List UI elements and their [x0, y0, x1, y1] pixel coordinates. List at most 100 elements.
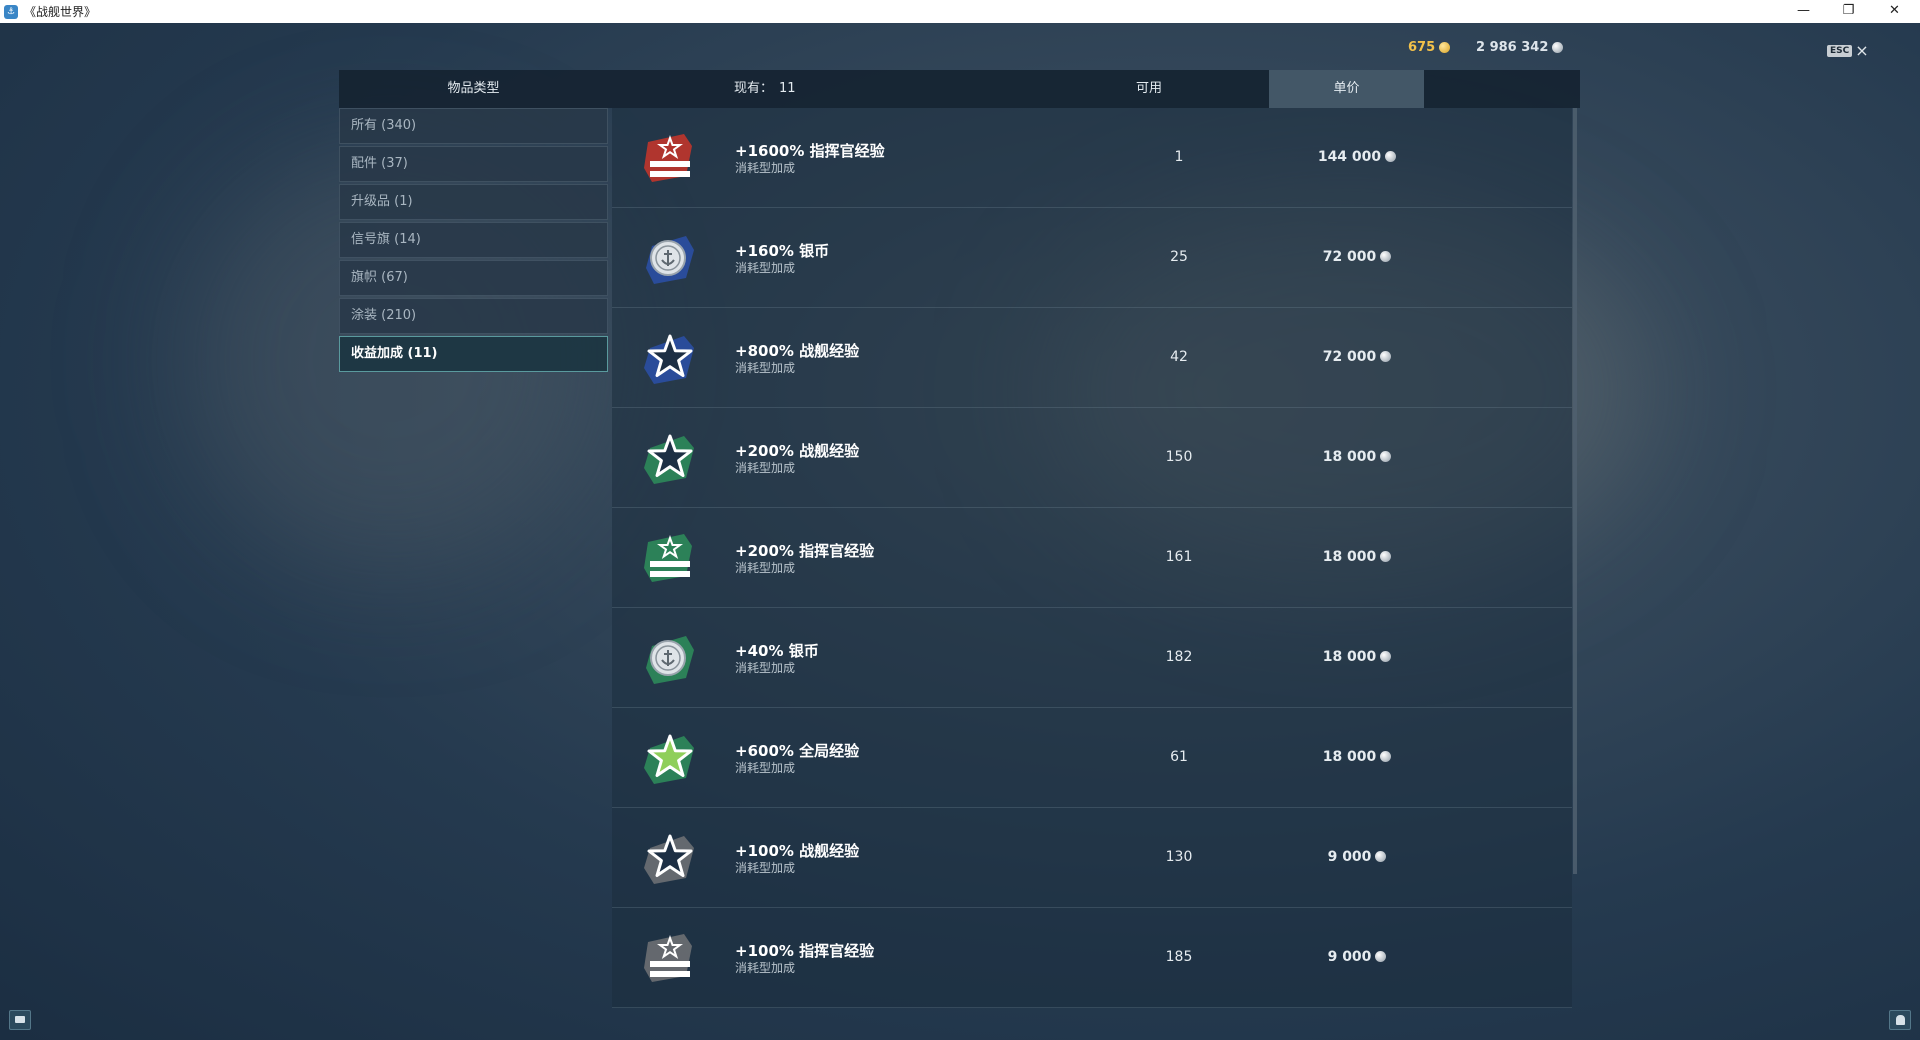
item-row[interactable]: +1600% 指挥官经验 消耗型加成 1 144 000 — [612, 108, 1572, 208]
available-column-header[interactable]: 可用 — [1135, 81, 1162, 96]
item-name: +100% 指挥官经验 — [735, 942, 875, 960]
item-type: 消耗型加成 — [735, 761, 796, 775]
item-price-value: 72 000 — [1322, 349, 1377, 365]
category-item-camouflage[interactable]: 涂装 (210) — [339, 298, 608, 334]
silver-coin-icon — [1380, 251, 1392, 262]
wows-shield-icon: ⚓ — [4, 4, 18, 19]
item-list: +1600% 指挥官经验 消耗型加成 1 144 000 +160% 银币 消耗… — [612, 108, 1572, 1008]
item-price: 9 000 — [1297, 949, 1417, 965]
silver-coin-icon — [646, 636, 694, 684]
owned-label: 现有： — [734, 81, 774, 96]
item-price-value: 144 000 — [1317, 149, 1382, 165]
category-item-flags[interactable]: 旗帜 (67) — [339, 260, 608, 296]
item-name: +200% 战舰经验 — [735, 442, 860, 460]
silver-coin-icon — [1552, 41, 1564, 53]
item-price-value: 18 000 — [1322, 649, 1377, 665]
notification-bell-button[interactable] — [1889, 1010, 1911, 1030]
item-name: +1600% 指挥官经验 — [735, 142, 885, 160]
item-price-value: 9 000 — [1327, 849, 1372, 865]
item-price-value: 18 000 — [1322, 749, 1377, 765]
silver-amount: 2 986 342 — [1476, 39, 1549, 55]
item-row[interactable]: +160% 银币 消耗型加成 25 72 000 — [612, 208, 1572, 308]
silver-coin-icon — [1380, 551, 1392, 562]
silver-coin-icon — [1385, 151, 1397, 162]
item-type: 消耗型加成 — [735, 461, 796, 475]
commander-xp-icon — [644, 934, 692, 982]
window-title: 《战舰世界》 — [24, 5, 97, 19]
item-price: 18 000 — [1297, 749, 1417, 765]
item-type: 消耗型加成 — [735, 161, 796, 175]
esc-close-button[interactable]: ESC × — [1827, 41, 1869, 60]
doubloon-icon — [1439, 41, 1451, 53]
item-name: +600% 全局经验 — [735, 742, 860, 760]
item-price: 9 000 — [1297, 849, 1417, 865]
item-price: 18 000 — [1297, 549, 1417, 565]
item-price-value: 18 000 — [1322, 449, 1377, 465]
price-column-header[interactable]: 单价 — [1269, 70, 1424, 108]
table-header: 物品类型 现有： 11 可用 单价 — [339, 70, 1580, 108]
item-name: +40% 银币 — [735, 642, 819, 660]
item-row[interactable]: +40% 银币 消耗型加成 182 18 000 — [612, 608, 1572, 708]
item-row[interactable]: +200% 战舰经验 消耗型加成 150 18 000 — [612, 408, 1572, 508]
item-price-value: 9 000 — [1327, 949, 1372, 965]
category-sidebar: 所有 (340) 配件 (37) 升级品 (1) 信号旗 (14) 旗帜 (67… — [339, 108, 608, 374]
commander-xp-icon — [644, 134, 692, 182]
item-price: 18 000 — [1297, 449, 1417, 465]
close-icon: × — [1855, 41, 1869, 60]
item-available: 25 — [1170, 249, 1188, 265]
esc-key-label: ESC — [1827, 45, 1853, 57]
item-available: 161 — [1165, 549, 1193, 565]
owned-count: 11 — [779, 81, 796, 96]
scrollbar-track[interactable] — [1573, 108, 1577, 874]
ship-xp-star-icon — [644, 434, 694, 484]
item-available: 185 — [1165, 949, 1193, 965]
ship-xp-star-icon — [644, 834, 694, 884]
item-price-value: 72 000 — [1322, 249, 1377, 265]
category-item-modules[interactable]: 配件 (37) — [339, 146, 608, 182]
category-item-economic-bonuses[interactable]: 收益加成 (11) — [339, 336, 608, 372]
item-type: 消耗型加成 — [735, 561, 796, 575]
item-price: 72 000 — [1297, 249, 1417, 265]
category-column-header: 物品类型 — [447, 81, 500, 96]
silver-balance: 2 986 342 — [1476, 39, 1564, 55]
item-name: +200% 指挥官经验 — [735, 542, 875, 560]
window-titlebar: ⚓ 《战舰世界》 — ❐ ✕ — [0, 0, 1920, 23]
item-row[interactable]: +100% 指挥官经验 消耗型加成 185 9 000 — [612, 908, 1572, 1008]
ship-xp-star-icon — [644, 334, 694, 384]
gold-amount: 675 — [1408, 39, 1436, 55]
commander-xp-icon — [644, 534, 692, 582]
item-price: 72 000 — [1297, 349, 1417, 365]
item-type: 消耗型加成 — [735, 261, 796, 275]
restore-button[interactable]: ❐ — [1842, 3, 1855, 18]
item-available: 42 — [1170, 349, 1188, 365]
item-row[interactable]: +600% 全局经验 消耗型加成 61 18 000 — [612, 708, 1572, 808]
item-name: +160% 银币 — [735, 242, 830, 260]
item-type: 消耗型加成 — [735, 861, 796, 875]
owned-count-header: 现有： 11 — [734, 70, 796, 108]
item-row[interactable]: +800% 战舰经验 消耗型加成 42 72 000 — [612, 308, 1572, 408]
scrollbar-thumb[interactable] — [1573, 108, 1577, 874]
silver-coin-icon — [1375, 851, 1387, 862]
silver-coin-icon — [1380, 451, 1392, 462]
item-row[interactable]: +200% 指挥官经验 消耗型加成 161 18 000 — [612, 508, 1572, 608]
category-item-signals[interactable]: 信号旗 (14) — [339, 222, 608, 258]
silver-coin-icon — [1380, 651, 1392, 662]
item-name: +800% 战舰经验 — [735, 342, 860, 360]
close-window-button[interactable]: ✕ — [1889, 3, 1900, 18]
minimize-button[interactable]: — — [1797, 3, 1810, 18]
silver-coin-icon — [1375, 951, 1387, 962]
category-item-all[interactable]: 所有 (340) — [339, 108, 608, 144]
item-name: +100% 战舰经验 — [735, 842, 860, 860]
item-type: 消耗型加成 — [735, 661, 796, 675]
item-available: 182 — [1165, 649, 1193, 665]
item-available: 1 — [1174, 149, 1184, 165]
chat-button[interactable] — [9, 1010, 31, 1030]
item-price-value: 18 000 — [1322, 549, 1377, 565]
item-available: 150 — [1165, 449, 1193, 465]
item-available: 130 — [1165, 849, 1193, 865]
category-item-upgrades[interactable]: 升级品 (1) — [339, 184, 608, 220]
silver-coin-icon — [1380, 751, 1392, 762]
item-type: 消耗型加成 — [735, 961, 796, 975]
item-row[interactable]: +100% 战舰经验 消耗型加成 130 9 000 — [612, 808, 1572, 908]
item-price: 144 000 — [1297, 149, 1417, 165]
